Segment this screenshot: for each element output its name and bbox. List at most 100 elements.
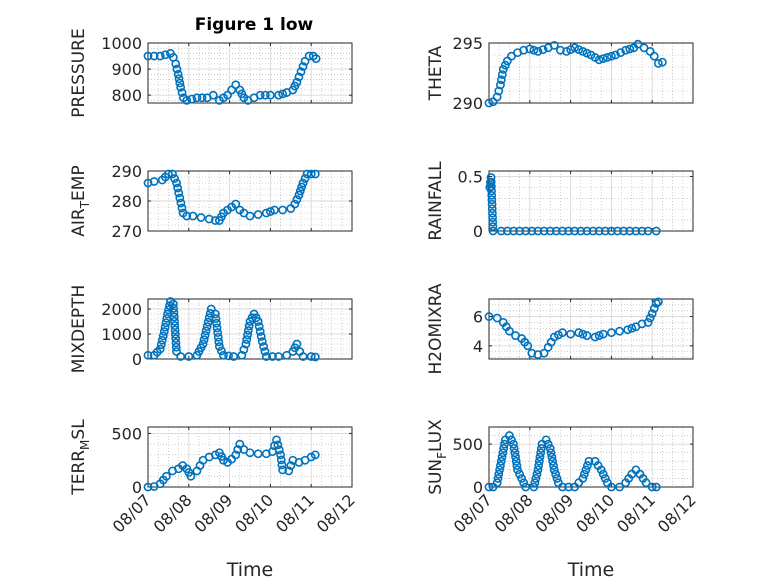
- data-point: [253, 210, 263, 219]
- data-point: [487, 208, 497, 218]
- data-point: [649, 51, 659, 61]
- data-point: [574, 45, 584, 54]
- data-point: [173, 183, 183, 193]
- data-point: [172, 178, 181, 188]
- data-point: [515, 226, 524, 236]
- data-point: [278, 205, 288, 215]
- data-point: [533, 350, 543, 360]
- data-point: [607, 328, 616, 338]
- y-axis-label-main: TERR: [69, 450, 89, 496]
- data-point: [496, 456, 506, 466]
- data-point: [212, 318, 221, 328]
- data-point: [243, 326, 253, 335]
- data-point: [160, 322, 170, 332]
- data-point: [500, 439, 509, 449]
- axes-box: [488, 298, 694, 360]
- data-point: [519, 45, 529, 55]
- axes-box: [488, 426, 694, 488]
- data-point: [298, 178, 308, 188]
- data-point: [582, 226, 592, 236]
- y-axis-label: TERRMSL: [69, 419, 92, 496]
- data-point: [229, 352, 239, 361]
- data-point: [173, 69, 183, 79]
- data-point: [578, 474, 588, 483]
- x-tick-label: 08/11: [613, 490, 659, 536]
- data-point: [276, 450, 285, 460]
- x-tick-label: 08/12: [313, 490, 359, 536]
- y-tick-label: 1000: [101, 325, 142, 344]
- data-point: [645, 313, 655, 323]
- data-point: [278, 89, 288, 99]
- data-point: [170, 329, 180, 339]
- data-point: [274, 90, 283, 100]
- data-point: [261, 208, 271, 218]
- data-point: [211, 314, 221, 324]
- data-point: [199, 335, 209, 345]
- data-point: [310, 169, 320, 179]
- data-point: [143, 350, 153, 360]
- y-axis-label-main: SUN: [426, 459, 446, 495]
- y-axis-label-tail: EMP: [69, 165, 89, 201]
- data-point: [578, 329, 588, 339]
- data-point: [182, 95, 192, 105]
- data-point: [637, 319, 647, 329]
- data-point: [292, 339, 302, 349]
- data-point: [534, 456, 544, 466]
- subplot-right-1: 290 295 THETA: [426, 34, 694, 113]
- data-point: [509, 226, 518, 236]
- data-point: [596, 465, 606, 475]
- x-tick-label: 08/07: [450, 490, 496, 536]
- data-point: [523, 341, 533, 351]
- subplot-right-2: 0 0.5 RAINFALL: [426, 161, 694, 241]
- data-point: [176, 198, 186, 208]
- data-point: [594, 226, 604, 236]
- data-point: [239, 345, 249, 355]
- data-point: [625, 226, 635, 236]
- data-point: [558, 328, 567, 338]
- y-axis-label: THETA: [426, 45, 446, 101]
- data-point: [513, 465, 522, 475]
- subplot-left-2: 270 280 290 AIRTEMP: [69, 162, 353, 241]
- data-point: [530, 478, 540, 488]
- data-point: [525, 44, 535, 54]
- data-point: [535, 452, 545, 462]
- data-point: [306, 169, 316, 179]
- y-tick-label: 6: [473, 308, 483, 327]
- data-point: [149, 177, 159, 186]
- data-point: [492, 92, 502, 102]
- data-point: [497, 70, 507, 79]
- data-point: [649, 304, 659, 313]
- data-point: [212, 323, 222, 333]
- data-point: [187, 94, 197, 104]
- y-tick-label: 290: [111, 162, 142, 181]
- data-point: [244, 321, 254, 331]
- data-point: [235, 439, 245, 449]
- data-point: [233, 445, 243, 454]
- data-point: [161, 471, 171, 481]
- figure-title: Figure 1 low: [195, 15, 314, 35]
- data-point: [155, 51, 165, 61]
- data-point: [182, 211, 192, 221]
- y-axis-label: SUNFLUX: [426, 419, 449, 495]
- data-point: [497, 452, 507, 462]
- data-point: [243, 330, 252, 340]
- data-point: [213, 328, 223, 337]
- data-point: [196, 213, 206, 222]
- data-point: [197, 93, 207, 103]
- data-point: [512, 461, 522, 470]
- y-axis-label: MIXDEPTH: [69, 285, 89, 374]
- data-point: [564, 482, 573, 492]
- data-point: [484, 482, 494, 492]
- data-point: [549, 465, 559, 475]
- data-point: [500, 60, 510, 70]
- data-point: [576, 226, 586, 236]
- data-point: [498, 65, 508, 74]
- y-axis-label-main: RAINFALL: [426, 161, 446, 241]
- data-point: [156, 340, 166, 350]
- data-point: [300, 174, 310, 183]
- data-point: [292, 77, 302, 87]
- data-point: [556, 45, 565, 55]
- data-point: [203, 317, 213, 327]
- data-point: [615, 326, 624, 336]
- data-point: [536, 444, 546, 453]
